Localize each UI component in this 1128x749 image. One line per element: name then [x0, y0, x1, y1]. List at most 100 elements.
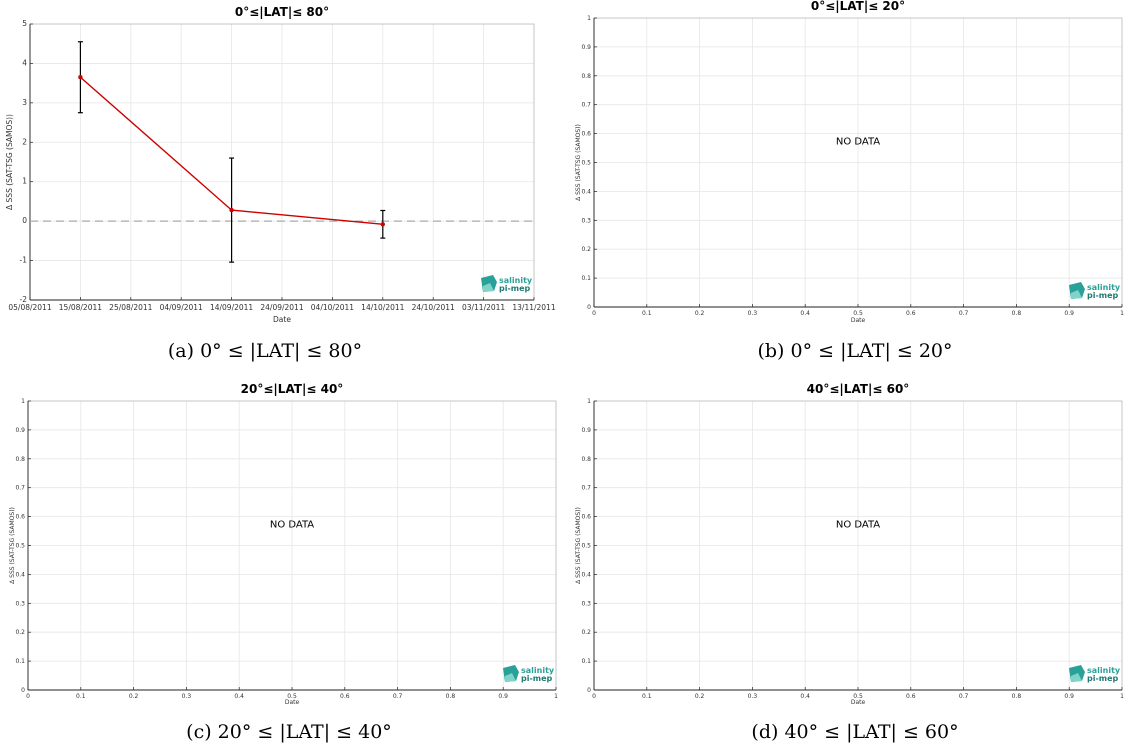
y-tick-label: 0.5 — [581, 543, 591, 550]
x-axis-label: Date — [285, 699, 300, 706]
x-axis-label: Date — [273, 315, 291, 324]
x-tick-label: 0.3 — [748, 693, 758, 700]
x-tick-label: 14/10/2011 — [361, 303, 404, 312]
y-tick-label: 0.6 — [581, 131, 591, 138]
logo-text-salinity: salinity — [1087, 283, 1121, 292]
data-point — [78, 75, 83, 80]
y-tick-label: 3 — [22, 98, 27, 107]
chart-title: 0°≤|LAT|≤ 80° — [235, 5, 329, 19]
chart-panel-3: 0 0.1 0.2 0.3 0.4 0.5 0.6 0.7 0.8 0.9 1 0 0.1 0.2 0.3 0… — [9, 382, 558, 743]
y-tick-label: 0.5 — [581, 160, 591, 167]
y-tick-label: 0 — [22, 216, 27, 225]
x-tick-label: 24/10/2011 — [412, 303, 455, 312]
x-tick-label: 03/11/2011 — [462, 303, 505, 312]
y-tick-label: 0.4 — [15, 571, 25, 578]
no-data-label: NO DATA — [270, 520, 314, 531]
y-tick-label: -2 — [20, 295, 28, 304]
logo-text-pi-mep: pi-mep — [1087, 674, 1119, 683]
subfigure-caption: (c) 20° ≤ |LAT| ≤ 40° — [186, 721, 392, 743]
y-tick-label: 0.7 — [581, 102, 591, 109]
y-tick-label: 0.9 — [581, 44, 591, 51]
x-tick-label: 0.2 — [129, 693, 139, 700]
x-tick-label: 0.4 — [800, 310, 810, 317]
x-tick-label: 0.1 — [642, 693, 652, 700]
logo-mark-highlight — [1071, 290, 1082, 299]
data-point — [380, 222, 385, 227]
y-tick-label: 0.7 — [15, 485, 25, 492]
chart-title: 40°≤|LAT|≤ 60° — [807, 382, 910, 396]
y-tick-label: 0.8 — [581, 456, 591, 463]
chart-panel-1: 05/08/2011 15/08/2011 25/08/2011 04/09/2011… — [5, 5, 556, 362]
y-tick-label: 2 — [22, 137, 27, 146]
x-tick-label: 0.5 — [287, 693, 297, 700]
no-data-label: NO DATA — [836, 520, 880, 531]
x-tick-label: 04/10/2011 — [311, 303, 354, 312]
logo-mark-highlight — [505, 673, 516, 682]
chart-panel-2: 0 0.1 0.2 0.3 0.4 0.5 0.6 0.7 0.8 0.9 1 0 0.1 0.2 0.3 0… — [575, 0, 1124, 362]
y-axis-label: Δ SSS (SAT-TSG (SAMOS)) — [575, 124, 582, 201]
y-tick-label: 0 — [587, 687, 591, 694]
x-tick-label: 13/11/2011 — [512, 303, 555, 312]
y-tick-label: 0.2 — [581, 246, 591, 253]
logo-text-pi-mep: pi-mep — [1087, 291, 1119, 300]
y-tick-label: 0.2 — [15, 629, 25, 636]
x-tick-label: 1 — [1120, 310, 1124, 317]
data-point — [229, 207, 234, 213]
y-tick-label: 5 — [22, 19, 27, 28]
x-tick-label: 14/09/2011 — [210, 303, 253, 312]
x-tick-label: 0.1 — [76, 693, 86, 700]
no-data-label: NO DATA — [836, 137, 880, 148]
x-tick-label: 0.2 — [695, 310, 705, 317]
x-tick-label: 0.7 — [959, 693, 969, 700]
x-tick-label: 0.3 — [748, 310, 758, 317]
x-tick-label: 25/08/2011 — [109, 303, 152, 312]
y-tick-label: 0.1 — [15, 658, 25, 665]
logo-mark-highlight — [483, 283, 494, 292]
x-tick-label: 0.6 — [906, 310, 916, 317]
y-axis-label: Δ SSS (SAT-TSG (SAMOS)) — [5, 114, 14, 210]
logo-mark-highlight — [1071, 673, 1082, 682]
y-tick-label: 0.1 — [581, 658, 591, 665]
x-tick-label: 04/09/2011 — [160, 303, 203, 312]
y-tick-label: 0 — [587, 304, 591, 311]
y-tick-label: 1 — [21, 398, 25, 405]
x-tick-label: 15/08/2011 — [59, 303, 102, 312]
x-axis-label: Date — [851, 317, 866, 324]
y-tick-label: 1 — [587, 398, 591, 405]
y-tick-label: 0 — [21, 687, 25, 694]
x-tick-label: 0.6 — [906, 693, 916, 700]
subfigure-caption: (b) 0° ≤ |LAT| ≤ 20° — [757, 340, 952, 362]
x-axis-label: Date — [851, 699, 866, 706]
x-tick-label: 0.5 — [853, 310, 863, 317]
chart-panel-4: 0 0.1 0.2 0.3 0.4 0.5 0.6 0.7 0.8 0.9 1 0 0.1 0.2 0.3 0… — [575, 382, 1124, 743]
y-tick-label: 1 — [22, 177, 27, 186]
y-tick-label: 0.4 — [581, 571, 591, 578]
x-tick-label: 0 — [26, 693, 30, 700]
x-tick-label: 0.3 — [182, 693, 192, 700]
x-tick-label: 0.9 — [498, 693, 508, 700]
x-tick-label: 0 — [592, 310, 596, 317]
y-tick-label: 0.3 — [581, 217, 591, 224]
subfigure-caption: (a) 0° ≤ |LAT| ≤ 80° — [168, 340, 362, 362]
x-tick-label: 0.1 — [642, 310, 652, 317]
x-tick-label: 0 — [592, 693, 596, 700]
y-tick-label: 0.5 — [15, 543, 25, 550]
chart-title: 20°≤|LAT|≤ 40° — [241, 382, 344, 396]
x-tick-label: 0.6 — [340, 693, 350, 700]
y-axis-label: Δ SSS (SAT-TSG (SAMOS)) — [575, 507, 582, 584]
x-tick-label: 0.4 — [234, 693, 244, 700]
x-tick-label: 0.8 — [446, 693, 456, 700]
x-tick-label: 05/08/2011 — [8, 303, 51, 312]
logo-text-pi-mep: pi-mep — [499, 284, 531, 293]
x-tick-label: 0.4 — [800, 693, 810, 700]
x-tick-label: 24/09/2011 — [260, 303, 303, 312]
logo-text-salinity: salinity — [499, 276, 533, 285]
x-tick-label: 0.8 — [1012, 310, 1022, 317]
chart-title: 0°≤|LAT|≤ 20° — [811, 0, 905, 13]
logo-text-salinity: salinity — [521, 666, 555, 675]
y-tick-label: 1 — [587, 15, 591, 22]
logo-text-salinity: salinity — [1087, 666, 1121, 675]
